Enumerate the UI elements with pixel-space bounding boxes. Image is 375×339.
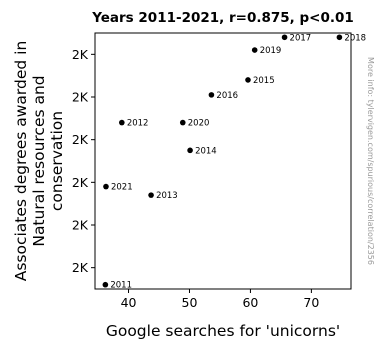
point-label-2011: 2011 [110,281,132,291]
point-label-2017: 2017 [290,33,312,43]
y-tick-label: 2K [72,90,89,105]
y-axis-label-line-2: Natural resources and [30,75,48,246]
x-tick-label: 70 [303,295,319,310]
x-axis: 40 50 60 70 [121,289,319,310]
data-point-2018 [336,34,343,41]
data-point-2019 [251,47,258,53]
point-label-2018: 2018 [344,33,366,43]
y-tick-label: 2K [72,47,89,62]
y-tick-label: 2K [72,218,89,233]
x-tick-label: 40 [121,295,137,310]
data-point-2020 [179,119,186,126]
data-point-2015 [245,77,251,83]
x-tick-label: 50 [182,295,198,310]
x-tick-label: 60 [242,295,258,310]
data-point-2011 [102,281,109,288]
y-axis-label-line-3: conservation [48,111,66,211]
data-points: 2011 2012 2013 2014 2015 2016 2017 2018 2019 2020… [102,33,366,291]
point-label-2021: 2021 [111,183,133,193]
data-point-2016 [208,92,215,98]
y-tick-label: 2K [72,132,89,147]
point-label-2013: 2013 [156,191,178,201]
y-axis-label-line-1: Associates degrees awarded in [12,41,30,282]
data-point-2021 [103,183,109,190]
y-tick-label: 2K [72,260,89,275]
y-axis: 2K 2K 2K 2K 2K 2K [72,47,95,275]
point-label-2019: 2019 [260,46,282,56]
data-point-2012 [119,119,125,126]
y-tick-label: 2K [72,175,89,190]
data-point-2013 [148,192,154,198]
plot-area-frame [94,32,352,290]
data-point-2017 [281,34,288,41]
point-label-2014: 2014 [195,146,217,156]
x-axis-label: Google searches for 'unicorns' [106,322,340,339]
data-point-2014 [187,147,193,154]
watermark-text: More info: tylervigen.com/spurious/corre… [366,57,375,265]
point-label-2020: 2020 [188,119,210,129]
chart-title: Years 2011-2021, r=0.875, p<0.01 [91,10,354,26]
point-label-2016: 2016 [216,91,238,101]
point-label-2015: 2015 [253,76,275,86]
point-label-2012: 2012 [127,119,149,129]
